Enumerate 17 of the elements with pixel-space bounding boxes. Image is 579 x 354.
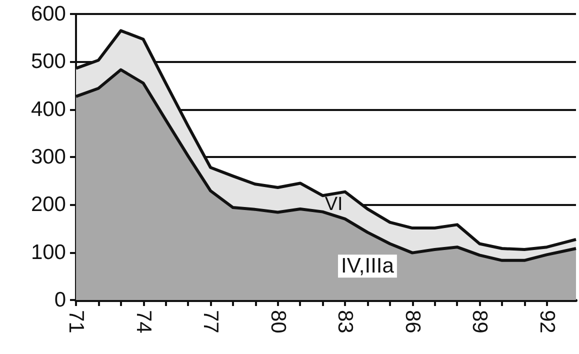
x-tick-label: 83 (334, 310, 357, 334)
series-label: IV,IIIa (341, 254, 394, 278)
y-tick-label: 100 (30, 240, 66, 264)
y-tick-label: 300 (30, 146, 66, 168)
x-tick-label: 74 (132, 310, 155, 334)
x-tick-label: 77 (199, 310, 222, 334)
x-tick-label: 86 (400, 310, 424, 334)
y-tick-label: 500 (30, 50, 66, 74)
x-tick-label: 89 (468, 310, 492, 334)
series-label: VI (324, 194, 343, 216)
y-tick-label: 600 (30, 2, 66, 26)
x-tick-label: 80 (266, 310, 290, 334)
y-tick-label: 0 (54, 288, 66, 312)
x-tick-label: 92 (535, 310, 558, 334)
y-tick-label: 200 (30, 193, 66, 216)
y-tick-label: 400 (30, 98, 66, 121)
x-tick-label: 71 (64, 310, 88, 334)
